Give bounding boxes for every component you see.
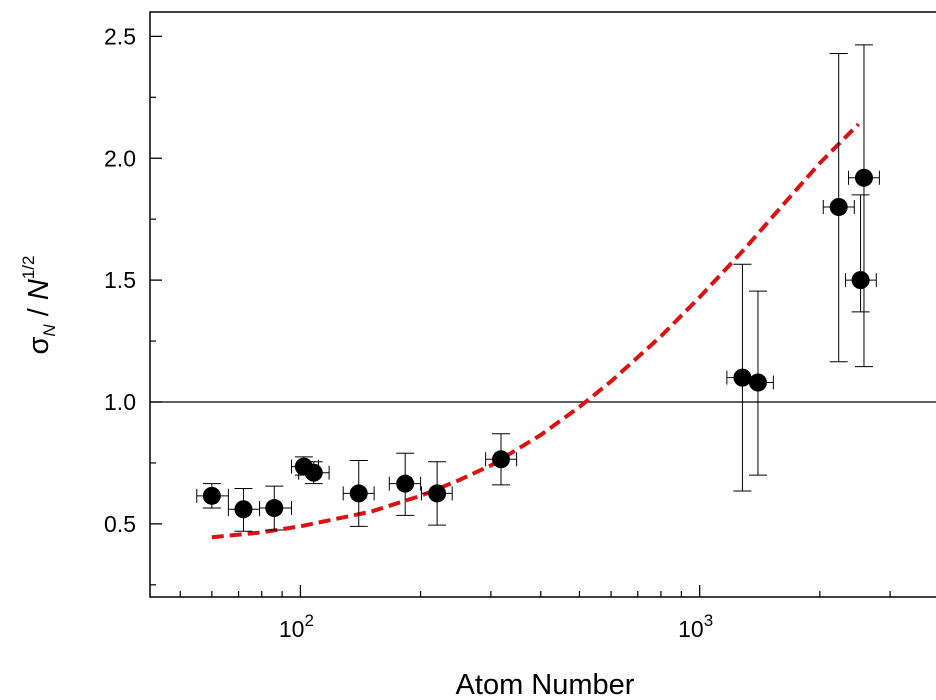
data-point xyxy=(259,485,293,531)
y-tick-label: 2.0 xyxy=(104,145,136,171)
data-point-marker xyxy=(491,450,510,469)
y-tick-label: 1.0 xyxy=(104,389,136,415)
x-tick-label: 103 xyxy=(678,611,713,642)
y-tick-label: 1.5 xyxy=(104,267,136,293)
data-point-marker xyxy=(428,484,447,503)
data-point-marker xyxy=(265,499,284,518)
y-tick-label: 0.5 xyxy=(104,511,136,537)
data-point-marker xyxy=(349,484,368,503)
data-point-marker xyxy=(304,463,323,482)
data-point xyxy=(227,488,261,532)
data-point-marker xyxy=(854,168,873,187)
data-point xyxy=(388,452,422,516)
data-point-marker xyxy=(851,271,870,290)
data-point xyxy=(822,52,855,363)
x-axis-title: Atom Number xyxy=(456,669,635,700)
y-axis-title: σN / N1/2 xyxy=(19,256,59,355)
data-point-marker xyxy=(748,373,767,392)
y-axis-title-n-superscript: 1/2 xyxy=(19,256,38,280)
data-point xyxy=(848,44,880,368)
x-tick-label: 102 xyxy=(279,611,314,642)
data-points-layer xyxy=(196,44,880,532)
data-point-marker xyxy=(202,486,221,505)
y-axis-title-n: N xyxy=(23,279,55,300)
plot-area-frame xyxy=(149,11,936,598)
data-point xyxy=(298,461,330,485)
y-axis-title-slash: / xyxy=(23,300,55,324)
y-tick-label: 2.5 xyxy=(104,23,136,49)
data-point-marker xyxy=(234,500,253,519)
data-point xyxy=(845,194,877,313)
data-point-marker xyxy=(829,198,848,216)
data-point xyxy=(342,460,375,527)
fit-curve-layer xyxy=(211,122,860,540)
y-axis-title-sigma: σ xyxy=(23,336,55,354)
data-point xyxy=(196,483,229,509)
data-point xyxy=(741,290,774,476)
x-tick-label-exponent: 3 xyxy=(704,611,713,630)
data-point xyxy=(485,433,518,486)
x-tick-label-base: 10 xyxy=(678,616,704,642)
data-point xyxy=(420,461,453,526)
y-axis-title-sigma-subscript: N xyxy=(40,324,59,337)
data-point-marker xyxy=(396,474,415,493)
x-tick-label-base: 10 xyxy=(279,616,305,642)
x-tick-label-exponent: 2 xyxy=(304,611,313,630)
fit-curve-line xyxy=(211,122,860,540)
